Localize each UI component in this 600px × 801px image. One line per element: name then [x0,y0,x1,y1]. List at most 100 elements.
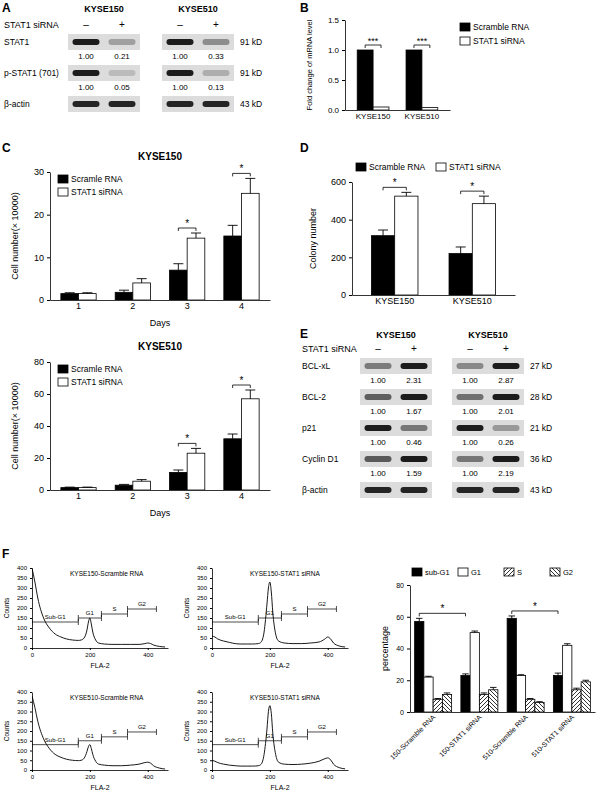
tick: 400 [197,565,212,571]
lane-label: – [467,343,473,354]
bar [395,196,418,295]
tick: 350 [197,575,212,581]
error-bar [518,674,524,676]
tick: 300 [17,585,32,591]
tick-label: 150-Scramble RNA [389,713,437,761]
blot-membrane [360,389,432,405]
tick-mark [30,618,32,619]
tick: 2 [130,300,135,311]
tick-label: 60 [396,613,404,620]
bar [373,107,389,110]
x-axis: 0200400 [31,770,169,780]
error-bar [119,290,129,292]
tick: 400 [17,565,32,571]
tick: 600 [331,177,352,187]
tick-label: 400 [143,652,154,658]
tick-label: 400 [323,652,334,658]
significance-label: *** [417,36,428,46]
bar [241,399,259,490]
legend-label: Scramble RNA [369,162,426,172]
tick-label: 150 [197,738,208,744]
significance-label: * [533,601,537,612]
blot-band [457,363,484,369]
tick-mark [407,680,410,681]
tick: 400 [323,770,334,780]
legend-swatch [550,568,560,576]
blot-band [167,39,194,45]
tick-mark [210,721,212,722]
axis-line [32,569,33,649]
tick-label: 100 [17,625,28,631]
tick: 150-STAT1 siRNA [438,712,483,758]
chart-title: KYSE150-STAT1 siRNA [250,570,321,577]
tick-mark [47,257,50,258]
size-label: 21 kD [530,423,552,433]
blot-membrane [452,420,524,436]
quant-label: 1.59 [406,469,422,478]
tick: 60 [34,389,50,399]
y-axis-title: Colony number [308,208,318,269]
tick-label: 150 [197,615,208,621]
cell-line-label: KYSE150 [84,4,124,14]
bar [461,675,470,712]
chart-title: KYSE150-Scramble RNA [70,570,144,577]
tick-label: 0 [204,767,208,773]
tick-mark [30,712,32,713]
blot-panel: KYSE150KYSE510STAT1 siRNA–+–+BCL-xL27 kD… [302,330,552,498]
chart-title: KYSE510 [138,341,182,352]
blot-membrane [162,96,234,112]
tick-mark [212,648,213,650]
lane-label: – [83,19,89,30]
error-bar [462,674,468,676]
tick-mark [342,20,345,21]
blot-band [401,456,428,462]
gate-label: G1 [86,610,95,616]
tick: 350 [17,699,32,705]
tick-label: 20 [396,677,404,684]
tick: 0 [211,770,215,780]
plot-area [32,696,165,769]
tick-mark [30,588,32,589]
tick-label: 0 [24,645,28,651]
tick: 200 [265,770,276,780]
blot-band [457,394,484,400]
legend-swatch [58,378,68,386]
tick-label: 350 [197,699,208,705]
tick-label: 100 [197,625,208,631]
tick-mark [30,648,32,649]
tick: 150 [17,615,32,621]
tick: 400 [17,689,32,695]
x-axis-title: FLA-2 [270,662,289,669]
tick-label: 1.0 [328,46,340,55]
tick: 20 [34,210,50,220]
tick-label: 1 [76,301,81,311]
legend-label: G2 [563,568,573,577]
tick-label: 100 [197,748,208,754]
axis-line [352,183,353,296]
tick-label: 50 [20,758,27,764]
bar [535,702,544,712]
blot-band [401,425,428,431]
tick: 250 [197,719,212,725]
tick-label: 50 [200,635,207,641]
histogram-line [212,706,345,769]
protein-label: BCL-2 [302,392,326,402]
tick-label: 150 [17,738,28,744]
legend-swatch [460,23,470,31]
blot-band [365,487,392,493]
tick-label: 2 [130,491,135,501]
panel-label: F [2,547,9,561]
error-bar [401,192,411,196]
y-axis-title: Cell number(× 10000) [10,382,20,469]
legend-label: STAT1 siRNA [473,36,525,46]
bar [581,682,590,712]
significance-label: * [393,177,397,188]
tick: 200 [197,605,212,611]
tick: 50 [200,758,212,764]
tick-label: 250 [197,595,208,601]
tick-mark [32,770,33,772]
lane-label: – [177,19,183,30]
histogram-chart: Sub-G1G1SG205010015020025030035040002004… [183,565,349,669]
tick: 350 [17,575,32,581]
tick-mark [30,760,32,761]
